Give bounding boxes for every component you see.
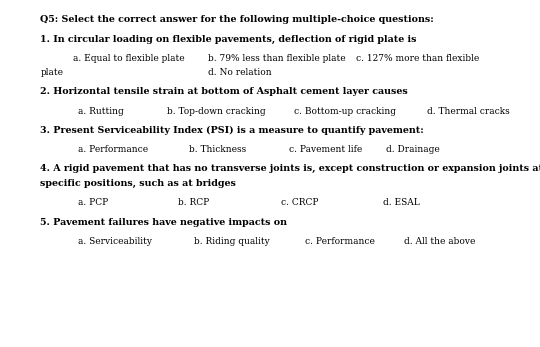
Text: b. 79% less than flexible plate: b. 79% less than flexible plate: [208, 54, 346, 63]
Text: d. Thermal cracks: d. Thermal cracks: [427, 107, 509, 116]
Text: c. Bottom-up cracking: c. Bottom-up cracking: [294, 107, 396, 116]
Text: d. Drainage: d. Drainage: [386, 145, 440, 154]
Text: d. No relation: d. No relation: [208, 68, 272, 77]
Text: a. Performance: a. Performance: [78, 145, 148, 154]
Text: c. CRCP: c. CRCP: [281, 198, 318, 208]
Text: b. Top-down cracking: b. Top-down cracking: [167, 107, 266, 116]
Text: b. Thickness: b. Thickness: [189, 145, 246, 154]
Text: 5. Pavement failures have negative impacts on: 5. Pavement failures have negative impac…: [40, 218, 287, 227]
Text: a. Serviceability: a. Serviceability: [78, 237, 152, 246]
Text: c. Performance: c. Performance: [305, 237, 375, 246]
Text: a. Equal to flexible plate: a. Equal to flexible plate: [73, 54, 185, 63]
Text: a. PCP: a. PCP: [78, 198, 109, 208]
Text: plate: plate: [40, 68, 64, 77]
Text: 2. Horizontal tensile strain at bottom of Asphalt cement layer causes: 2. Horizontal tensile strain at bottom o…: [40, 87, 408, 96]
Text: b. Riding quality: b. Riding quality: [194, 237, 270, 246]
Text: a. Rutting: a. Rutting: [78, 107, 124, 116]
Text: c. Pavement life: c. Pavement life: [289, 145, 362, 154]
Text: Q5: Select the correct answer for the following multiple-choice questions:: Q5: Select the correct answer for the fo…: [40, 15, 434, 24]
Text: 1. In circular loading on flexible pavements, deflection of rigid plate is: 1. In circular loading on flexible pavem…: [40, 35, 417, 44]
Text: 3. Present Serviceability Index (PSI) is a measure to quantify pavement:: 3. Present Serviceability Index (PSI) is…: [40, 126, 424, 135]
Text: c. 127% more than flexible: c. 127% more than flexible: [356, 54, 480, 63]
Text: specific positions, such as at bridges: specific positions, such as at bridges: [40, 179, 237, 188]
Text: b. RCP: b. RCP: [178, 198, 210, 208]
Text: 4. A rigid pavement that has no transverse joints is, except construction or exp: 4. A rigid pavement that has no transver…: [40, 164, 540, 173]
Text: d. All the above: d. All the above: [404, 237, 475, 246]
Text: d. ESAL: d. ESAL: [383, 198, 420, 208]
